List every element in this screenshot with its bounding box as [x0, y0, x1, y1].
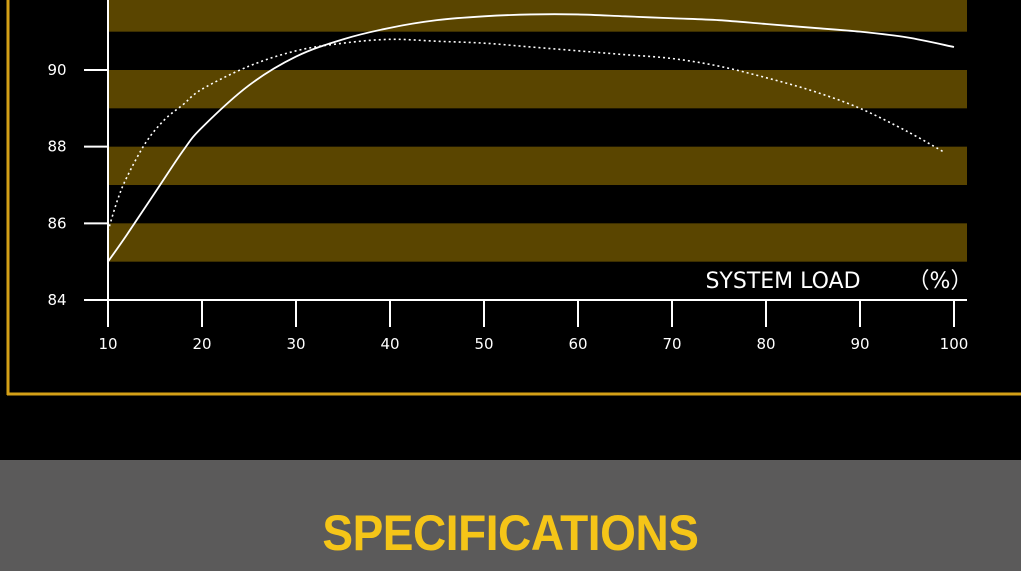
specifications-heading: SPECIFICATIONS — [322, 504, 699, 561]
x-tick-label-80: 80 — [756, 335, 775, 353]
chart-band-1 — [108, 146, 967, 185]
x-tick-label-100: 100 — [940, 335, 969, 353]
x-axis-title: SYSTEM LOAD — [705, 269, 860, 294]
y-tick-label-86: 86 — [47, 214, 66, 232]
x-tick-label-70: 70 — [662, 335, 681, 353]
x-tick-label-90: 90 — [850, 335, 869, 353]
chart-frame-border — [6, 0, 1021, 396]
series-line-solid — [107, 13, 955, 263]
efficiency-chart-panel: 10 20 30 40 50 60 70 80 90 100 84 86 88 90 SYSTEM LOA… — [6, 0, 1021, 396]
chart-axes: 10 20 30 40 50 60 70 80 90 100 84 86 88 90 — [47, 0, 968, 353]
x-tick-label-40: 40 — [380, 335, 399, 353]
specifications-banner: SPECIFICATIONS — [0, 460, 1021, 571]
chart-band-2 — [108, 70, 967, 109]
chart-labels: SYSTEM LOAD （%） — [705, 269, 972, 294]
chart-band-0 — [108, 223, 967, 262]
x-axis-unit: （%） — [908, 269, 973, 294]
chart-series — [107, 13, 955, 263]
x-tick-label-60: 60 — [568, 335, 587, 353]
chart-bands — [108, 0, 967, 262]
y-tick-label-90: 90 — [47, 61, 66, 79]
efficiency-chart: 10 20 30 40 50 60 70 80 90 100 84 86 88 90 SYSTEM LOA… — [6, 0, 1021, 396]
x-tick-label-50: 50 — [474, 335, 493, 353]
y-tick-label-84: 84 — [47, 291, 66, 309]
chart-band-3 — [108, 0, 967, 32]
x-tick-label-30: 30 — [286, 335, 305, 353]
x-tick-label-10: 10 — [98, 335, 117, 353]
y-tick-label-88: 88 — [47, 138, 66, 156]
x-tick-label-20: 20 — [192, 335, 211, 353]
series-line-dotted — [107, 38, 945, 232]
